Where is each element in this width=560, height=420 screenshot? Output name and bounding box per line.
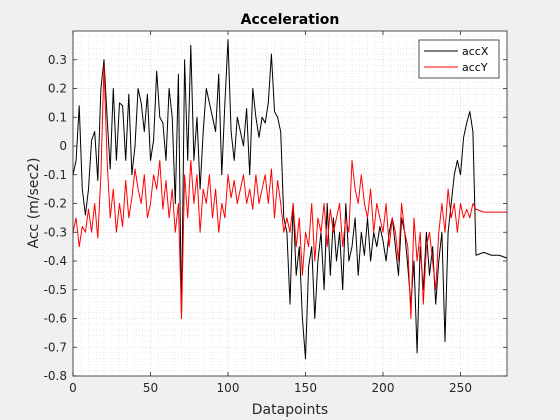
series-line-accy: [72, 65, 507, 319]
series-line-accx: [72, 39, 508, 360]
y-tick-label: -0.1: [44, 168, 67, 182]
x-tick-label: 100: [217, 381, 240, 395]
chart-title: Acceleration: [241, 12, 340, 28]
x-tick-label: 50: [143, 381, 158, 395]
plot-axes: 0 50 100 150 200 250 -0.8 -0.7 -0.6 -0.5 -0.4 -0.3…: [44, 30, 508, 395]
legend-box: [418, 39, 500, 79]
x-tick-label: 150: [294, 381, 317, 395]
y-tick-label: 0.1: [48, 110, 67, 124]
y-tick-label: -0.8: [44, 369, 67, 383]
y-tick-label: -0.2: [44, 197, 67, 211]
x-tick-label: 250: [449, 381, 472, 395]
legend: accX accY: [418, 39, 500, 79]
x-ticks: 0 50 100 150 200 250: [69, 31, 472, 395]
y-tick-label: -0.5: [44, 283, 67, 297]
y-tick-label: -0.3: [44, 225, 67, 239]
legend-label-accx: accX: [462, 45, 489, 58]
x-axis-label: Datapoints: [252, 402, 328, 418]
x-tick-label: 200: [372, 381, 395, 395]
legend-label-accy: accY: [462, 61, 488, 74]
y-tick-label: 0.2: [48, 82, 67, 96]
series-layer: [72, 39, 508, 360]
y-ticks: -0.8 -0.7 -0.6 -0.5 -0.4 -0.3 -0.2 -0.1 0 0.1 0.2 0…: [44, 53, 507, 383]
y-axis-label: Acc (m/sec2): [26, 158, 42, 249]
y-tick-label: 0: [59, 139, 67, 153]
y-tick-label: -0.6: [44, 312, 67, 326]
y-tick-label: -0.7: [44, 340, 67, 354]
y-tick-label: -0.4: [44, 254, 67, 268]
y-tick-label: 0.3: [48, 53, 67, 67]
x-tick-label: 0: [69, 381, 77, 395]
